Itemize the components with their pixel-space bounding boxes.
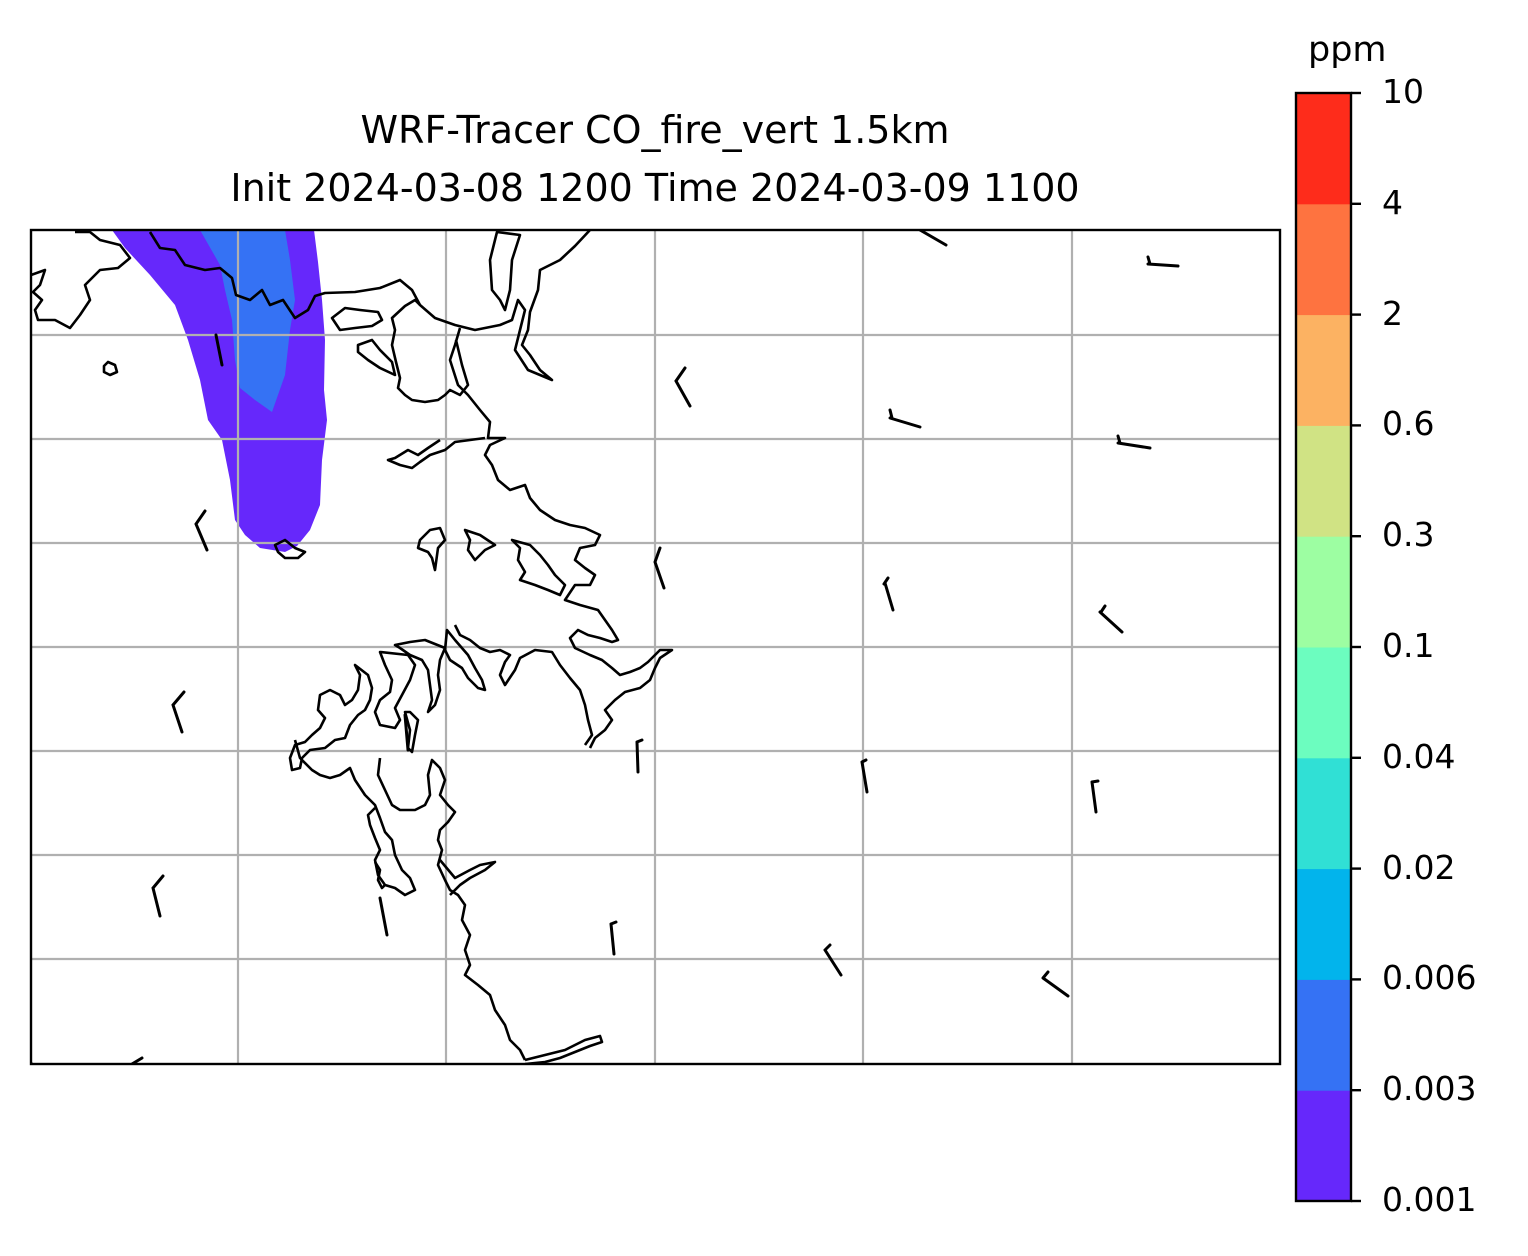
colorbar-tick-label: 0.001 [1382,1180,1477,1219]
coastlines [31,230,674,1064]
colorbar-segment [1296,647,1351,759]
colorbar-tick-label: 0.02 [1382,847,1456,887]
wind-barb [653,546,666,590]
colorbar-tick-label: 0.3 [1382,515,1435,555]
colorbar-tick-label: 2 [1382,293,1403,333]
colorbar-segment [1296,757,1351,870]
wind-barb [1116,434,1152,450]
colorbar [1294,91,1361,1203]
colorbar-segment [1296,868,1351,980]
map-title-line-2: Init 2024-03-08 1200 Time 2024-03-09 110… [230,166,1080,210]
colorbar-tick-label: 0.1 [1382,626,1435,665]
colorbar-segment [1296,536,1351,648]
wind-barb [1090,779,1100,814]
map-title-line-1: WRF-Tracer CO_fire_vert 1.5km [360,108,950,152]
wind-barb [403,713,410,752]
wind-barb [151,874,165,918]
colorbar-unit-label: ppm [1308,30,1387,70]
colorbar-segment [1296,1090,1351,1202]
colorbar-tick-label: 0.04 [1382,736,1456,776]
wind-barb [888,408,922,429]
colorbar-tick-label: 4 [1382,182,1403,222]
plume-inner-contour [200,230,295,412]
colorbar-tick-label: 0.6 [1382,404,1435,444]
wind-barb [860,758,869,794]
colorbar-segment [1296,425,1351,537]
colorbar-tick-label: 10 [1382,72,1424,111]
wind-barb [171,690,186,734]
wind-barbs [130,230,1180,1064]
wind-barb [1041,970,1070,998]
wind-barb [882,576,895,612]
colorbar-segment [1296,314,1351,426]
colorbar-tick-label: 0.003 [1382,1069,1477,1109]
plume-outer-contour [112,230,327,552]
wind-barb [823,943,843,977]
map-axes-frame [29,228,1282,1066]
wind-barb [609,920,618,956]
map-gridlines [31,230,1280,1064]
map-panel [31,230,1280,1064]
colorbar-segment [1296,979,1351,1091]
wind-barb [378,896,389,937]
wind-barb [1146,255,1180,268]
wind-barb [674,366,692,408]
wind-barb [214,333,224,367]
wind-barb [918,230,948,247]
colorbar-tick-label: 0.006 [1382,958,1477,998]
colorbar-segment [1296,203,1351,316]
wind-barb [635,738,644,774]
wind-barb [1098,604,1124,634]
wind-barb [194,509,209,552]
colorbar-segment [1296,93,1351,205]
